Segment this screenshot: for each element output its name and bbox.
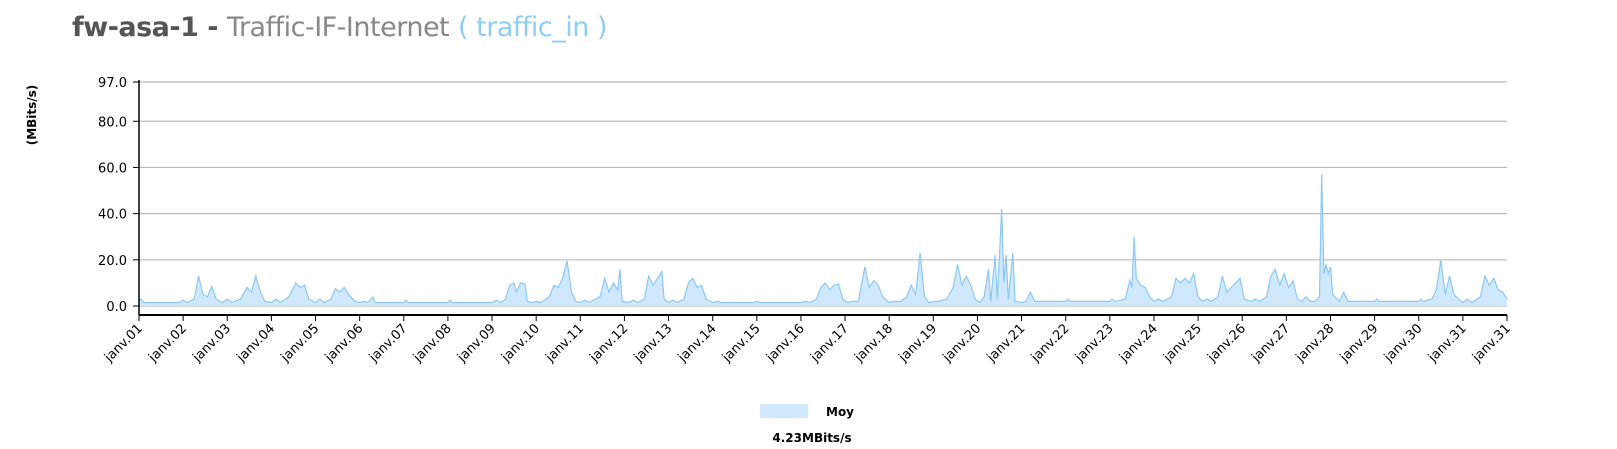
x-tick-label-6: janv.07 <box>366 321 411 366</box>
x-tick-label-21: janv.22 <box>1028 321 1073 366</box>
x-tick-label-20: janv.21 <box>984 321 1029 366</box>
x-tick-label-8: janv.09 <box>454 321 499 366</box>
axes <box>138 80 1507 316</box>
y-axis-label: (MBits/s) <box>25 85 39 146</box>
title-interface: Traffic-IF-Internet <box>226 12 450 43</box>
x-tick-label-2: janv.03 <box>189 321 234 366</box>
x-tick-label-18: janv.19 <box>895 321 940 366</box>
x-tick-label-23: janv.24 <box>1116 321 1161 366</box>
x-tick-label-16: janv.17 <box>807 321 852 366</box>
x-tick-label-11: janv.12 <box>587 321 632 366</box>
x-tick-label-19: janv.20 <box>940 321 985 366</box>
x-tick-label-9: janv.10 <box>498 321 543 366</box>
y-tick-label-4: 80.0 <box>98 115 127 130</box>
y-tick-labels: 0.0 20.0 40.0 60.0 80.0 97.0 <box>98 76 127 315</box>
x-tick-label-22: janv.23 <box>1072 321 1117 366</box>
x-tick-label-30: janv.31 <box>1425 321 1470 366</box>
x-tick-label-7: janv.08 <box>410 321 455 366</box>
legend: Moy 4.23MBits/s <box>760 404 854 445</box>
x-tick-label-27: janv.28 <box>1293 321 1338 366</box>
x-tick-label-26: janv.27 <box>1249 321 1294 366</box>
x-tick-label-13: janv.14 <box>675 321 720 366</box>
y-tick-label-0: 0.0 <box>106 300 127 315</box>
x-tick-label-28: janv.29 <box>1337 321 1382 366</box>
legend-label-moy: Moy <box>826 405 854 419</box>
x-tick-label-4: janv.05 <box>278 321 323 366</box>
title-host: fw-asa-1 <box>72 12 199 43</box>
chart-title: fw-asa-1 - Traffic-IF-Internet ( traffic… <box>72 12 607 43</box>
x-tick-label-17: janv.18 <box>851 321 896 366</box>
y-tick-label-1: 20.0 <box>98 254 127 269</box>
x-tick-label-1: janv.02 <box>145 321 190 366</box>
x-tick-label-0: janv.01 <box>101 321 146 366</box>
title-metric: ( traffic_in ) <box>458 12 607 43</box>
x-tick-label-14: janv.15 <box>719 321 764 366</box>
y-tick-label-3: 60.0 <box>98 161 127 176</box>
y-tick-label-2: 40.0 <box>98 208 127 223</box>
x-tick-label-29: janv.30 <box>1381 321 1426 366</box>
legend-swatch-moy <box>760 404 808 418</box>
x-tick-label-31: janv.31 <box>1469 321 1514 366</box>
x-tick-label-3: janv.04 <box>234 321 279 366</box>
legend-value-moy: 4.23MBits/s <box>772 431 851 445</box>
grid-lines <box>133 81 1507 307</box>
series-line-moy <box>138 174 1508 304</box>
x-tick-labels: janv.01 janv.02 janv.03 janv.04 janv.05 janv.… <box>101 315 1514 366</box>
x-tick-label-15: janv.16 <box>763 321 808 366</box>
title-separator: - <box>198 12 227 43</box>
y-tick-label-5: 97.0 <box>98 76 127 91</box>
x-tick-label-5: janv.06 <box>322 321 367 366</box>
x-tick-label-10: janv.11 <box>542 321 587 366</box>
series-area-moy <box>139 174 1507 306</box>
x-tick-label-24: janv.25 <box>1160 321 1205 366</box>
x-tick-label-12: janv.13 <box>631 321 676 366</box>
x-tick-label-25: janv.26 <box>1204 321 1249 366</box>
series-area <box>138 174 1508 306</box>
